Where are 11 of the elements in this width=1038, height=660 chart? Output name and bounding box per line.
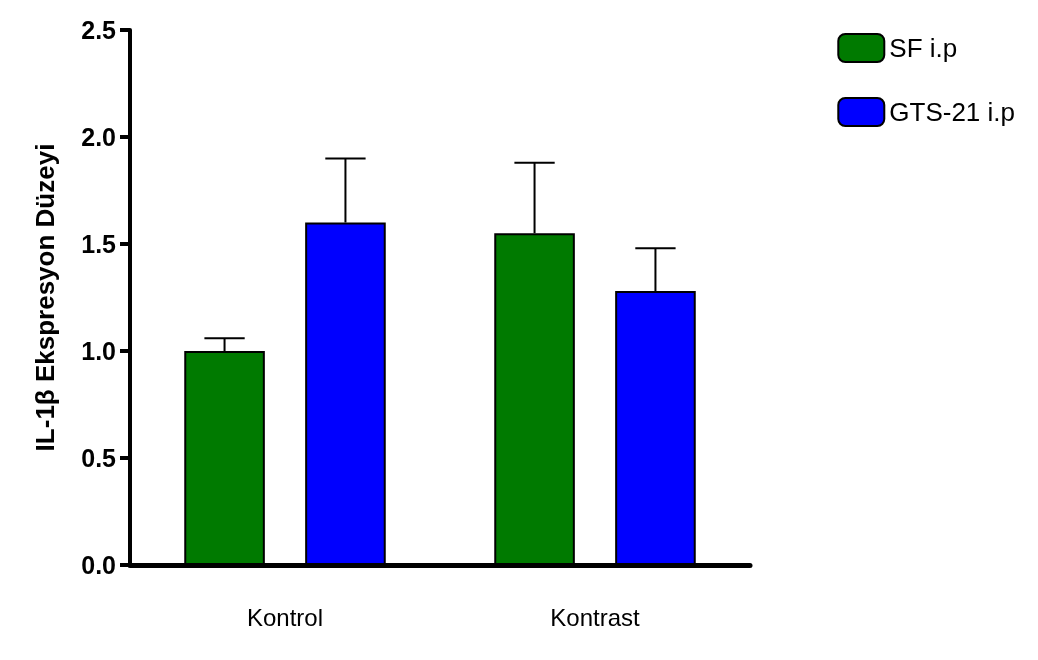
y-tick-label: 0.5 xyxy=(81,444,117,472)
legend-label: GTS-21 i.p xyxy=(889,97,1016,127)
y-tick-label: 2.5 xyxy=(81,16,117,44)
legend-label: SF i.p xyxy=(889,33,958,63)
x-tick-label: Kontrast xyxy=(550,603,641,631)
y-tick-label: 2.0 xyxy=(81,123,116,151)
y-tick-label: 1.5 xyxy=(81,230,117,258)
y-axis-title: IL-1β Ekspresyon Düzeyi xyxy=(30,143,60,452)
y-tick-label: 1.0 xyxy=(81,337,116,365)
x-tick-label: Kontrol xyxy=(246,603,324,631)
y-tick-label: 0.0 xyxy=(81,551,116,579)
